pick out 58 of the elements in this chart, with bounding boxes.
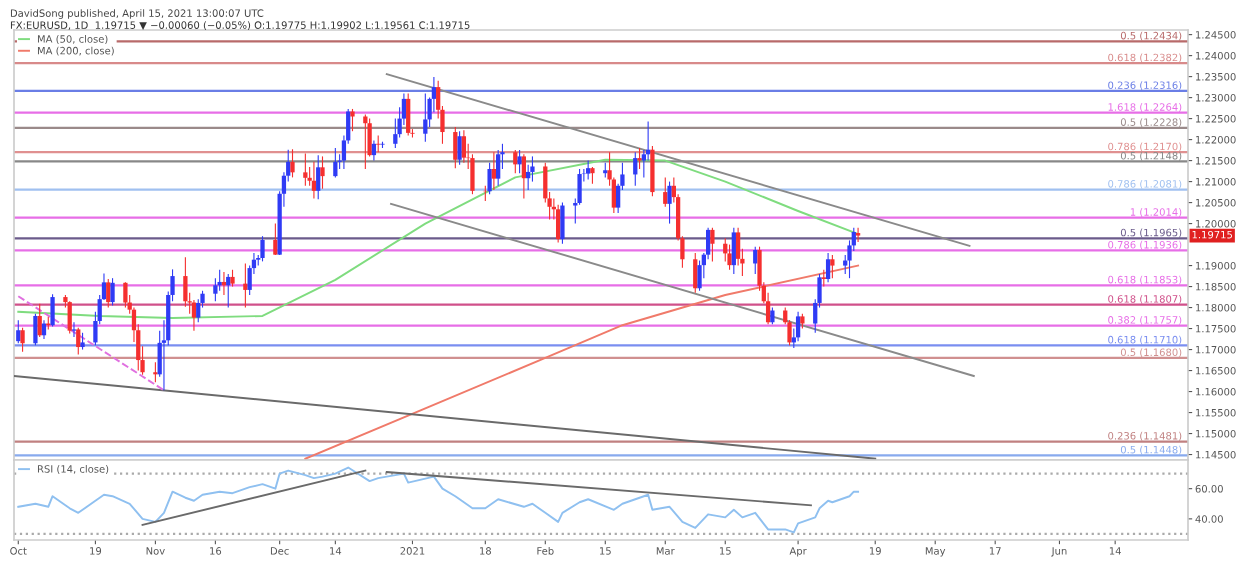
candlestick [633, 151, 638, 187]
candlestick [496, 149, 501, 187]
candlestick [855, 227, 861, 243]
candlestick [491, 151, 497, 191]
candlestick [153, 361, 158, 383]
candlestick [123, 281, 128, 309]
candlestick [67, 300, 72, 335]
candlestick [521, 153, 527, 199]
candlestick [530, 155, 535, 183]
candlestick [560, 202, 565, 245]
candlestick [650, 145, 655, 197]
candlestick [71, 321, 77, 338]
candlestick [830, 254, 835, 279]
candlestick [260, 235, 265, 262]
candlestick [825, 252, 831, 283]
candlestick [106, 278, 111, 309]
line-series [304, 264, 860, 460]
candlestick [727, 244, 732, 271]
candlestick [213, 277, 218, 302]
candlestick [693, 252, 698, 294]
line-series [17, 466, 860, 534]
candlestick [33, 313, 38, 346]
candlestick [16, 319, 21, 344]
candlestick [731, 227, 736, 275]
candlestick [303, 152, 308, 187]
candlestick [487, 162, 492, 195]
candlestick [191, 299, 197, 332]
candlestick [637, 147, 642, 170]
candlestick [290, 148, 295, 178]
candlestick [50, 293, 55, 328]
candlestick [333, 147, 338, 178]
candlestick [461, 129, 467, 164]
candlestick [517, 149, 522, 174]
candlestick [110, 277, 115, 307]
candlestick [320, 155, 325, 190]
candlestick [196, 298, 201, 323]
candlestick [371, 139, 377, 162]
candlestick [586, 160, 591, 181]
candlestick [350, 108, 355, 132]
candlestick [183, 256, 188, 308]
candlestick [423, 92, 428, 143]
candlestick [76, 327, 81, 356]
candlestick [243, 262, 248, 309]
candlestick [457, 130, 462, 166]
candlestick [37, 303, 42, 338]
candlestick [20, 327, 25, 353]
candlestick [513, 149, 518, 174]
candlestick [311, 161, 317, 199]
candlestick [710, 227, 715, 262]
candlestick [453, 126, 458, 169]
candlestick [667, 181, 672, 225]
candlestick [406, 92, 411, 136]
candlestick [753, 246, 758, 275]
candlestick [316, 154, 321, 200]
candlestick [273, 223, 278, 256]
candlestick [663, 176, 668, 208]
candlestick [556, 204, 561, 244]
candlestick [697, 259, 702, 292]
